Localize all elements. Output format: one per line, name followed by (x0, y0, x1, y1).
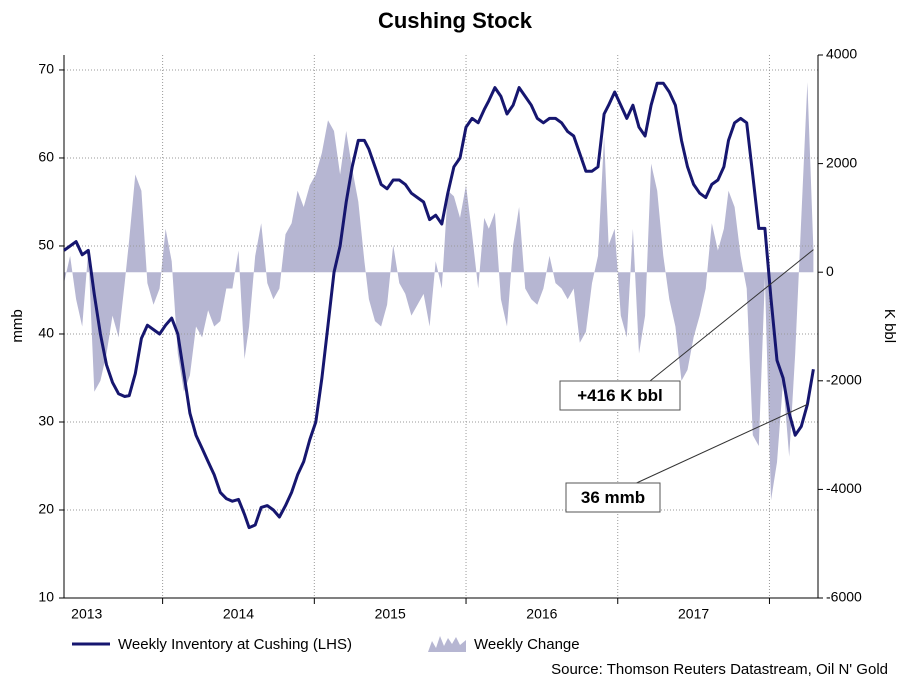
annotation-box (565, 482, 661, 513)
y2-tick-label: 0 (826, 263, 834, 279)
y2-tick-label: -6000 (826, 589, 862, 605)
x-tick-label: 2015 (375, 606, 406, 622)
annotation-leader (636, 403, 808, 484)
x-tick-label: 2017 (678, 606, 709, 622)
y-tick-label: 20 (38, 501, 54, 517)
y-tick-label: 60 (38, 149, 54, 165)
legend: Weekly Inventory at Cushing (LHS) Weekly… (72, 636, 580, 653)
y-tick-label: 70 (38, 61, 54, 77)
x-tick-label: 2013 (71, 606, 102, 622)
y2-axis-label: K bbl (881, 309, 898, 343)
inventory-line (63, 81, 815, 530)
x-tick-label: 2014 (223, 606, 254, 622)
chart-title: Cushing Stock (378, 8, 533, 33)
y2-tick-label: -4000 (826, 480, 862, 496)
y-tick-label: 30 (38, 413, 54, 429)
legend-label: Weekly Inventory at Cushing (LHS) (118, 636, 352, 653)
annotation-label: 36 mmb (581, 488, 645, 507)
y-tick-label: 50 (38, 237, 54, 253)
y-axis-label: mmb (9, 309, 26, 342)
source-note: Source: Thomson Reuters Datastream, Oil … (551, 661, 888, 678)
annotation-label: +416 K bbl (577, 386, 663, 405)
annotation-leader (649, 249, 814, 382)
legend-area-swatch (428, 636, 466, 652)
y-tick-label: 40 (38, 325, 54, 341)
annotation-box (559, 380, 681, 411)
y2-tick-label: 2000 (826, 154, 857, 170)
plot-area (64, 55, 818, 599)
y2-tick-label: 4000 (826, 46, 857, 62)
legend-label: Weekly Change (474, 636, 580, 653)
x-tick-label: 2016 (526, 606, 557, 622)
weekly-change-area (64, 82, 814, 501)
y2-tick-label: -2000 (826, 372, 862, 388)
y-tick-label: 10 (38, 589, 54, 605)
